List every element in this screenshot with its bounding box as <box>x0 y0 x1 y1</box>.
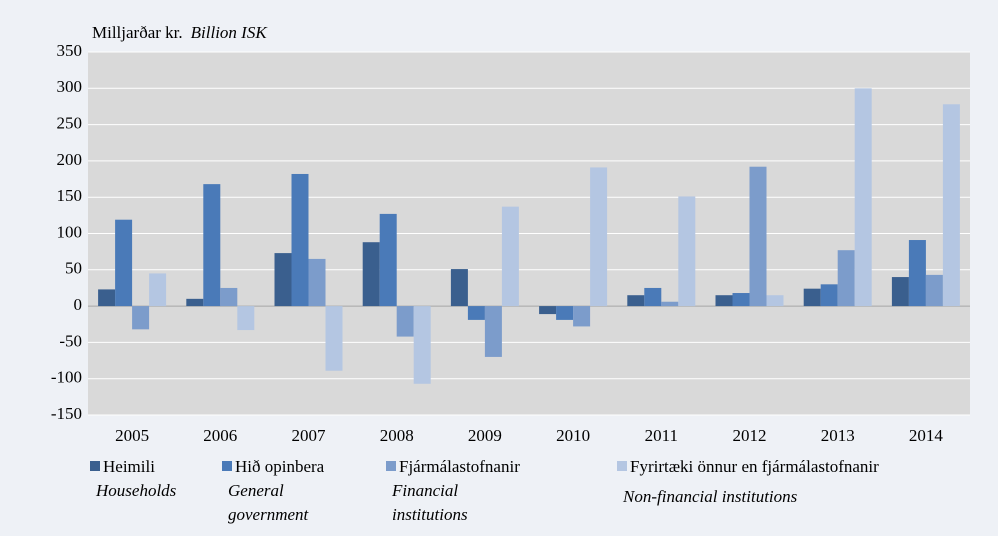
legend-label-en: Households <box>96 481 177 500</box>
bar <box>274 253 292 307</box>
bar <box>501 206 519 307</box>
bar <box>539 306 557 315</box>
legend-swatch <box>222 461 232 471</box>
y-tick-label: 50 <box>65 259 82 278</box>
bar <box>627 295 645 307</box>
bar <box>908 240 926 307</box>
bar <box>413 306 431 384</box>
y-tick-label: -150 <box>51 404 82 423</box>
y-axis-label: Milljarðar kr. Billion ISK <box>92 23 268 42</box>
x-tick-label: 2010 <box>556 426 590 445</box>
bar <box>149 273 167 307</box>
legend-item: Hið opinbera General government <box>222 455 362 527</box>
legend-swatch <box>90 461 100 471</box>
bar <box>186 298 204 307</box>
bar <box>732 293 750 307</box>
bar <box>644 287 662 307</box>
bar <box>891 277 909 307</box>
x-tick-label: 2011 <box>645 426 678 445</box>
bar <box>854 88 872 307</box>
x-tick-label: 2007 <box>292 426 327 445</box>
legend-swatch <box>617 461 627 471</box>
y-tick-label: 150 <box>57 186 83 205</box>
bar <box>556 306 574 320</box>
legend-label-en: Financial institutions <box>392 481 468 524</box>
bar <box>308 258 326 307</box>
bar <box>803 288 821 307</box>
x-tick-label: 2009 <box>468 426 502 445</box>
legend-label-en: Non-financial institutions <box>623 487 798 506</box>
legend-label-en: General government <box>228 481 309 524</box>
y-tick-label: 100 <box>57 222 83 241</box>
y-tick-label: 0 <box>74 295 83 314</box>
bar <box>115 219 133 307</box>
legend-item: Fjármálastofnanir Financial institutions <box>386 455 536 527</box>
bar <box>573 306 591 327</box>
y-tick-label: 200 <box>57 150 83 169</box>
x-tick-label: 2012 <box>733 426 767 445</box>
bar <box>220 287 238 307</box>
x-tick-label: 2006 <box>203 426 237 445</box>
x-tick-label: 2014 <box>909 426 944 445</box>
bar <box>661 301 679 307</box>
legend-item: Fyrirtæki önnur en fjármálastofnanir Non-… <box>617 455 957 509</box>
bar <box>291 173 309 307</box>
bar <box>98 289 116 307</box>
bar <box>925 274 943 307</box>
bar <box>379 213 397 307</box>
bar <box>837 250 855 307</box>
bar <box>396 306 414 337</box>
bar <box>820 284 838 307</box>
legend-item: Heimili Households <box>90 455 200 503</box>
x-tick-label: 2005 <box>115 426 149 445</box>
bar <box>715 295 733 307</box>
bar <box>325 306 343 371</box>
y-tick-label: -100 <box>51 368 82 387</box>
bar <box>203 184 221 307</box>
bar <box>237 306 255 331</box>
bar <box>766 295 784 307</box>
bar <box>450 269 468 307</box>
bar <box>484 306 502 357</box>
bar <box>678 196 696 307</box>
y-tick-label: 300 <box>57 77 83 96</box>
legend-label: Hið opinbera <box>235 457 325 476</box>
x-tick-label: 2013 <box>821 426 855 445</box>
legend-label: Fjármálastofnanir <box>399 457 520 476</box>
bar <box>590 167 608 307</box>
legend-label: Fyrirtæki önnur en fjármálastofnanir <box>630 457 879 476</box>
legend-label: Heimili <box>103 457 155 476</box>
bar <box>132 306 150 330</box>
y-tick-label: -50 <box>59 331 82 350</box>
y-tick-label: 250 <box>57 114 83 133</box>
bar <box>749 166 767 307</box>
bar <box>362 242 380 307</box>
legend-swatch <box>386 461 396 471</box>
y-tick-label: 350 <box>57 41 83 60</box>
x-tick-label: 2008 <box>380 426 414 445</box>
bar <box>942 104 960 307</box>
bar <box>467 306 485 320</box>
